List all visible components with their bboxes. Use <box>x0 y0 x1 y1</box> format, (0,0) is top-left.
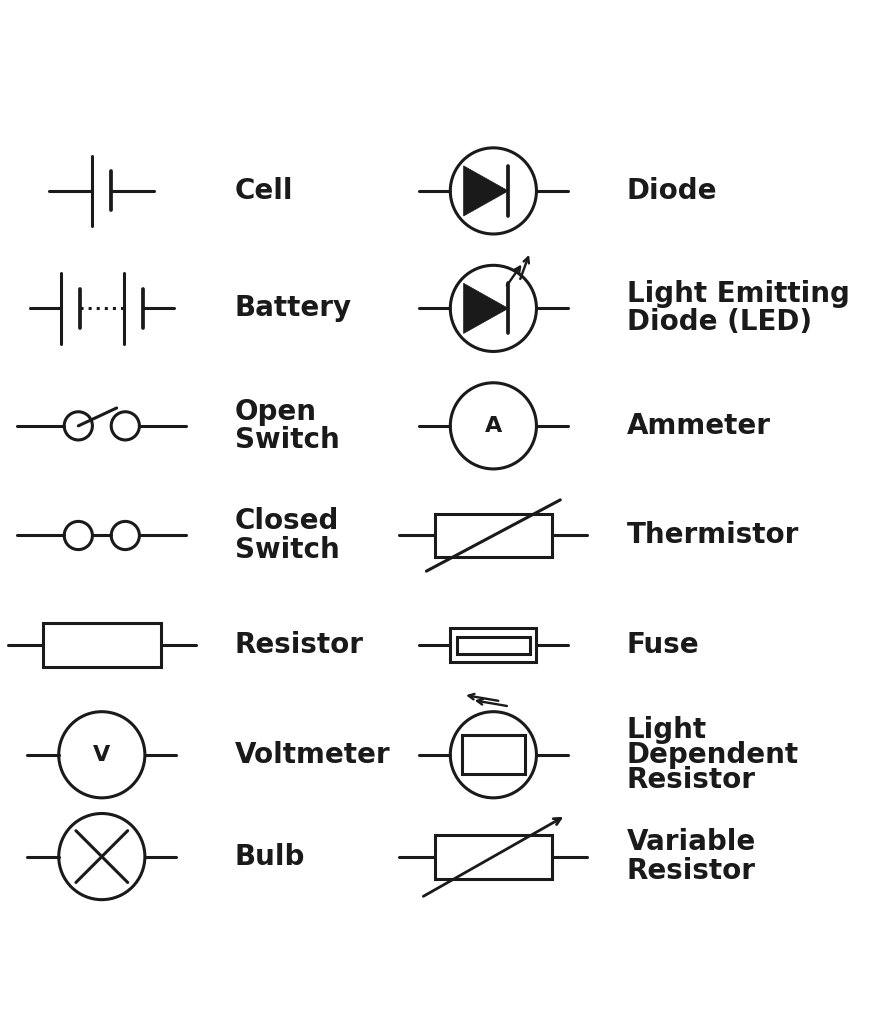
Text: Open: Open <box>235 397 317 426</box>
Bar <box>43 624 160 667</box>
Text: Variable: Variable <box>626 828 756 856</box>
Text: Switch: Switch <box>235 426 340 454</box>
Text: Resistor: Resistor <box>235 631 364 659</box>
Text: Dependent: Dependent <box>626 740 799 769</box>
Text: Fuse: Fuse <box>626 631 699 659</box>
Bar <box>456 637 530 653</box>
Text: V: V <box>93 744 111 765</box>
Bar <box>450 628 537 663</box>
Text: Cell: Cell <box>235 177 294 205</box>
Bar <box>462 735 524 774</box>
Text: Bulb: Bulb <box>235 843 306 870</box>
Text: Resistor: Resistor <box>626 857 755 885</box>
Text: Thermistor: Thermistor <box>626 521 799 550</box>
Text: Ammeter: Ammeter <box>626 412 771 440</box>
Text: Resistor: Resistor <box>626 766 755 794</box>
Text: A: A <box>485 416 502 436</box>
Text: Light: Light <box>626 716 706 743</box>
Polygon shape <box>463 166 509 216</box>
Text: Voltmeter: Voltmeter <box>235 740 390 769</box>
Text: Switch: Switch <box>235 536 340 563</box>
Text: Diode: Diode <box>626 177 717 205</box>
Text: Battery: Battery <box>235 294 352 323</box>
Bar <box>435 514 552 557</box>
Text: Diode (LED): Diode (LED) <box>626 308 812 337</box>
Text: Closed: Closed <box>235 508 340 536</box>
Bar <box>435 835 552 879</box>
Polygon shape <box>463 284 509 334</box>
Text: Light Emitting: Light Emitting <box>626 281 849 308</box>
